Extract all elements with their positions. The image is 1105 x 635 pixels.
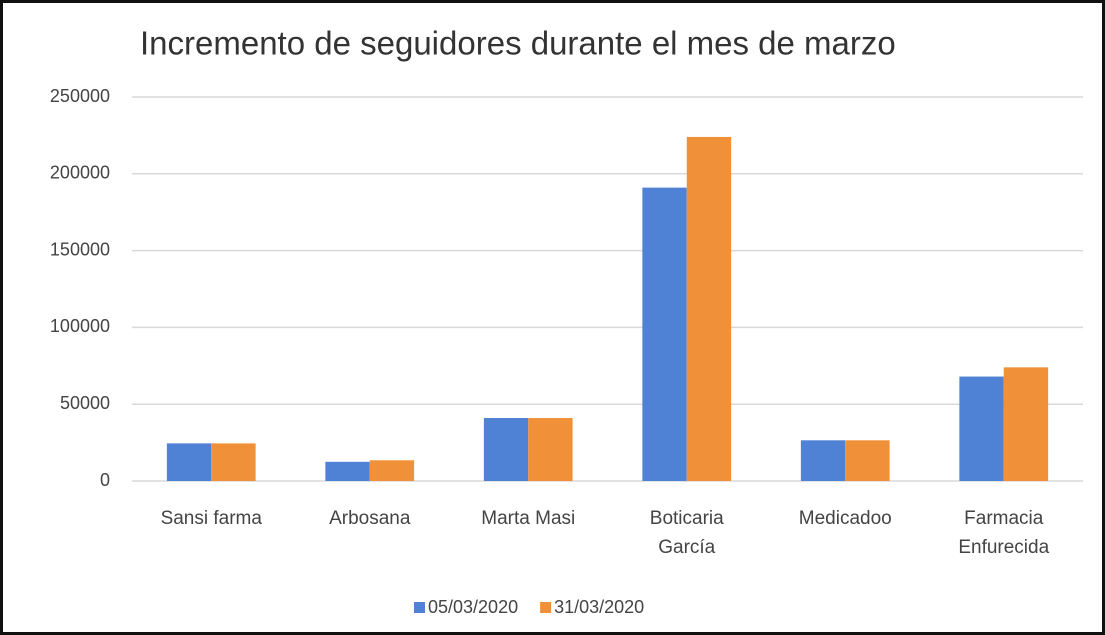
- x-tick-label: Medicadoo: [799, 508, 892, 529]
- bar: [528, 418, 573, 481]
- bar: [166, 443, 212, 481]
- bar: [211, 443, 256, 481]
- x-tick-label: Arbosana: [329, 508, 411, 529]
- y-tick-label: 250000: [50, 86, 110, 106]
- x-tick-label: Marta Masi: [481, 508, 575, 529]
- chart-title: Incremento de seguidores durante el mes …: [140, 25, 896, 62]
- legend-swatch: [540, 602, 552, 613]
- y-tick-label: 100000: [50, 316, 110, 336]
- bar: [800, 440, 846, 481]
- y-tick-label: 150000: [50, 239, 110, 259]
- bar: [369, 460, 415, 481]
- bar: [959, 376, 1004, 481]
- x-tick-label: Boticaria García: [650, 508, 724, 558]
- bar: [483, 418, 529, 481]
- legend-label: 31/03/2020: [554, 597, 644, 617]
- x-tick-label: Farmacia Enfurecida: [958, 508, 1049, 558]
- bar: [845, 440, 890, 481]
- bar: [642, 187, 687, 481]
- bar: [1003, 367, 1049, 481]
- legend-label: 05/03/2020: [428, 597, 518, 617]
- bar: [325, 461, 370, 481]
- y-tick-label: 0: [100, 470, 110, 490]
- x-tick-label: Sansi farma: [161, 508, 263, 529]
- legend-swatch: [414, 602, 425, 613]
- y-tick-label: 200000: [50, 163, 110, 183]
- bar: [686, 136, 732, 481]
- y-tick-label: 50000: [60, 393, 110, 413]
